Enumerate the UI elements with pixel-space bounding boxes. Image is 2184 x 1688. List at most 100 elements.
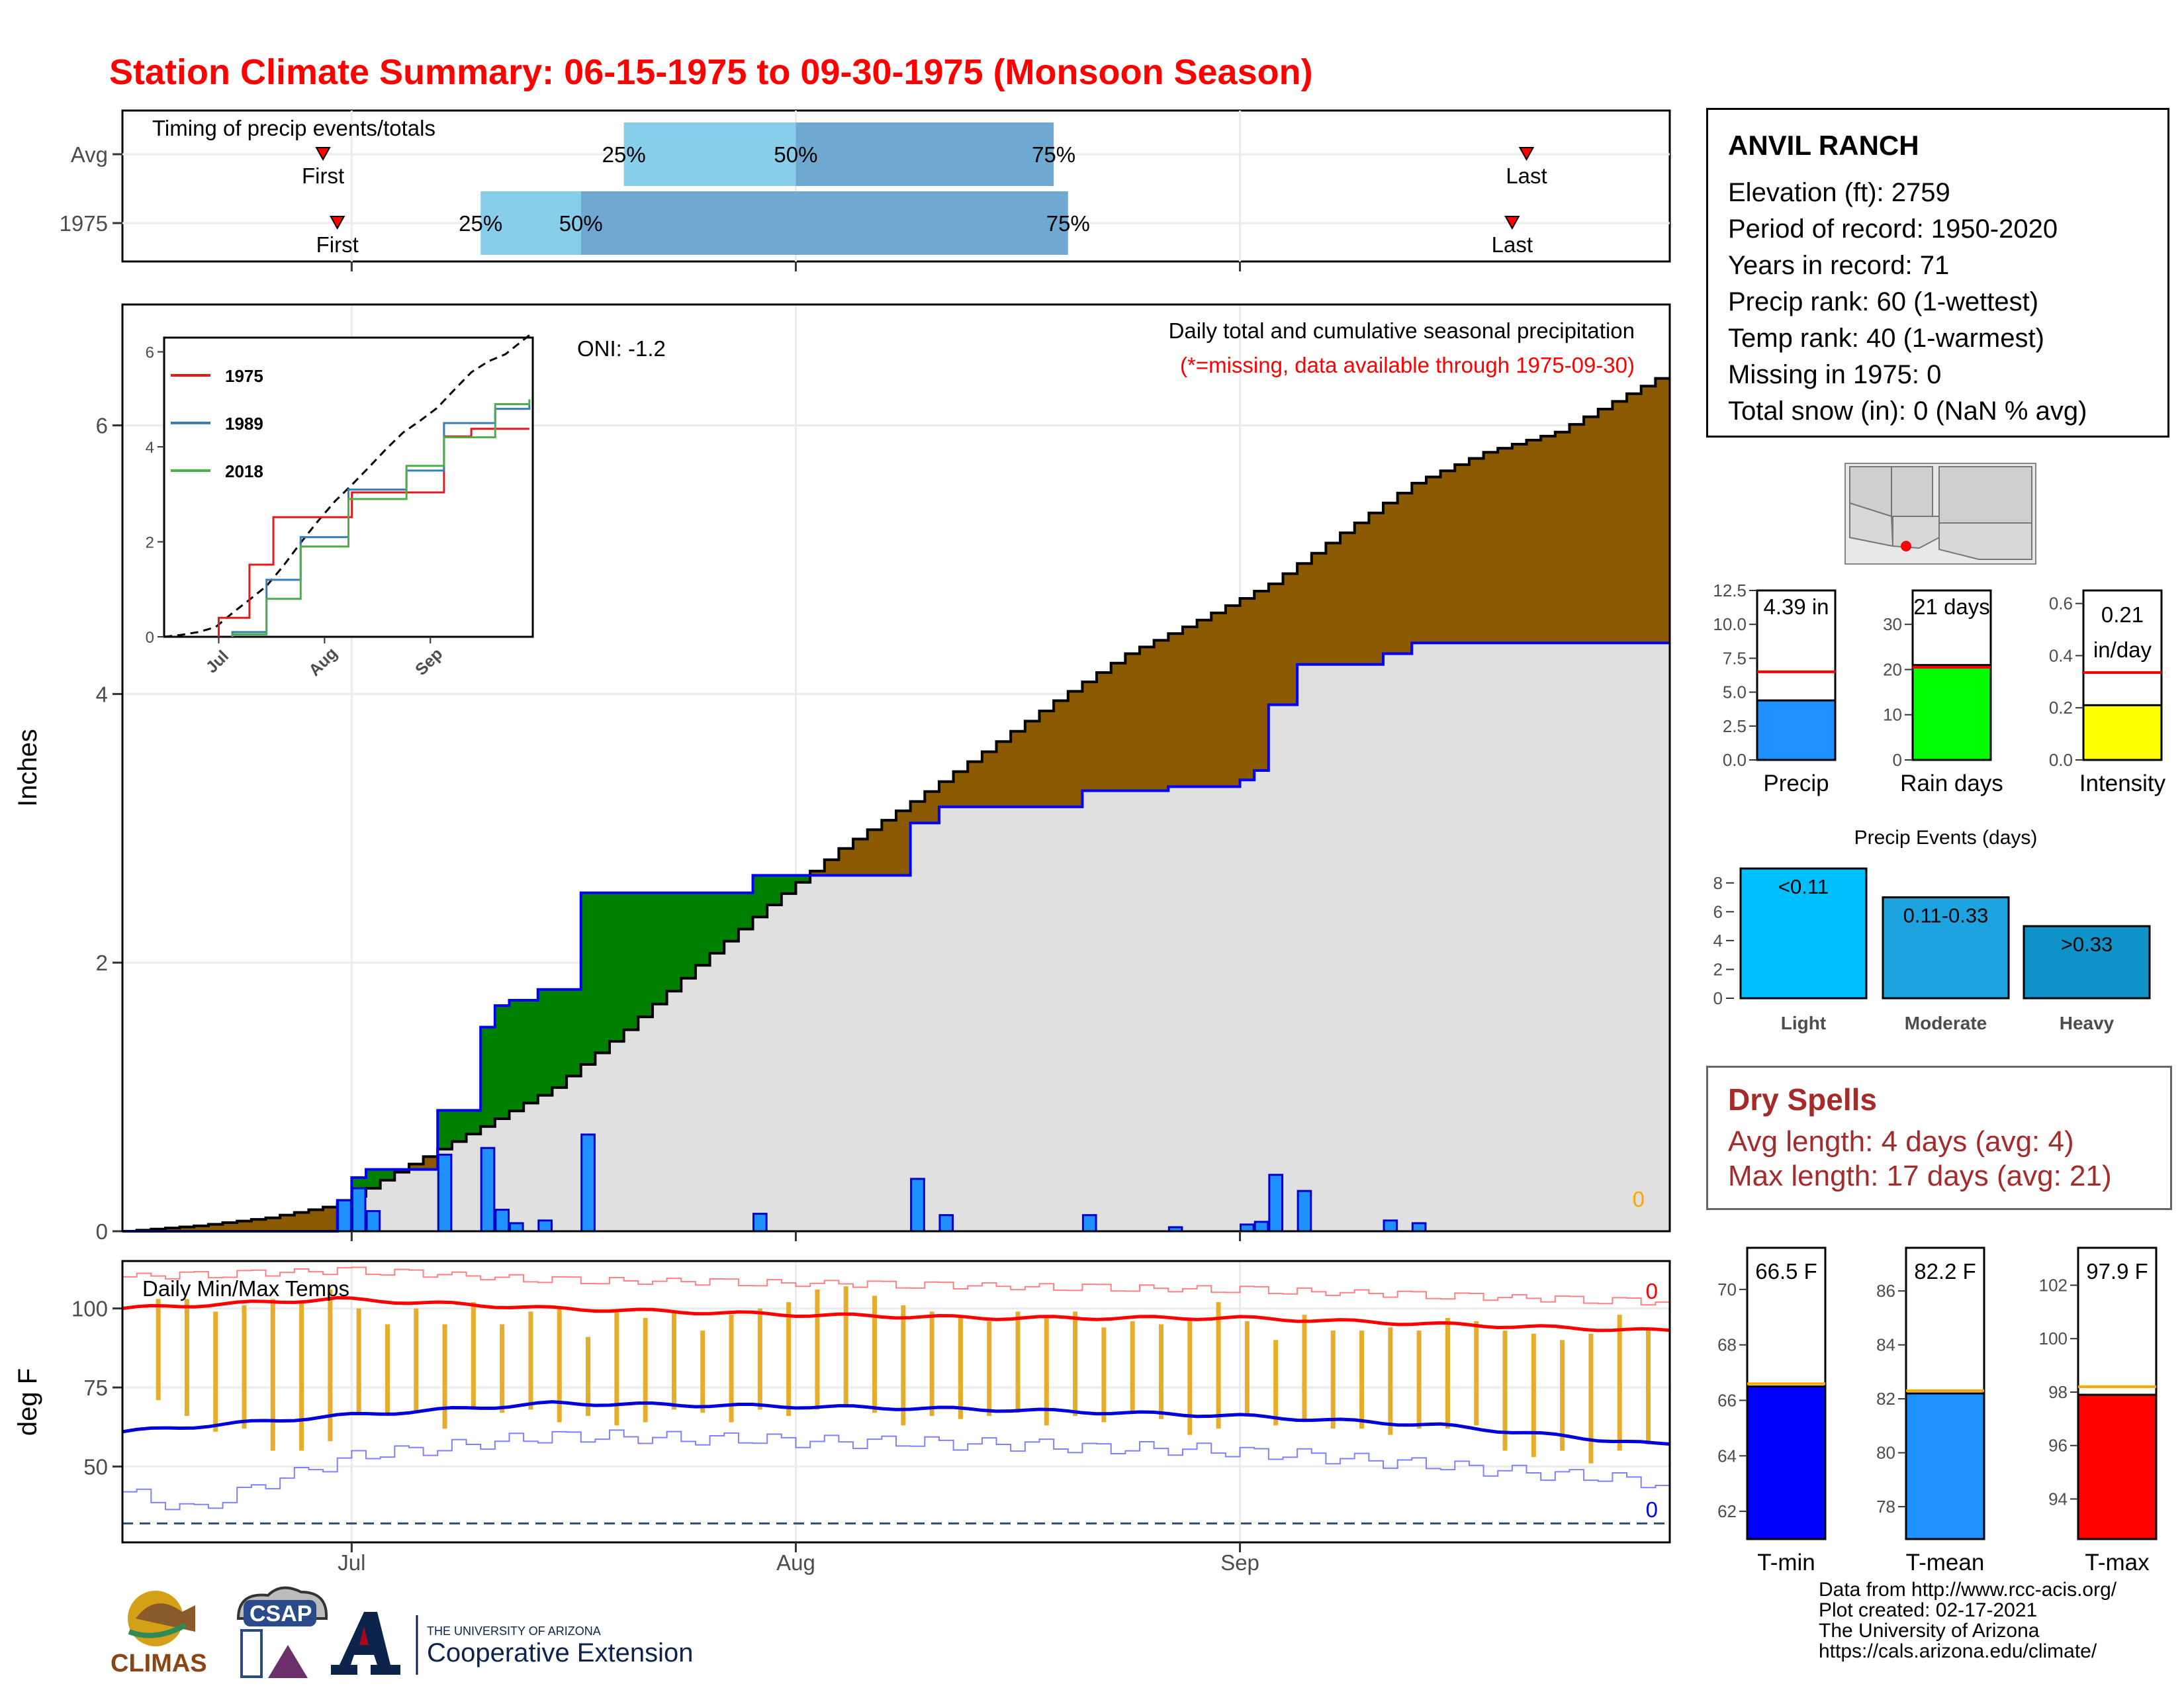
summary-bar-value: 21 days — [1913, 594, 1990, 619]
below-average-area — [1111, 663, 1126, 791]
temp-bar-tick-label: 94 — [2048, 1489, 2068, 1509]
station-temp-rank: Temp rank: 40 (1-warmest) — [1728, 324, 2044, 353]
summary-bar-tick-label: 0.6 — [2049, 594, 2073, 614]
footer-line: Data from http://www.rcc-acis.org/ — [1819, 1579, 2117, 1601]
timing-first-marker — [315, 147, 331, 162]
daily-precip-bar — [351, 1187, 367, 1233]
daily-temp-range-bar — [242, 1305, 247, 1429]
below-average-area — [1240, 598, 1255, 780]
daily-temp-range-bar — [299, 1302, 304, 1451]
temp-y-tick-label: 50 — [83, 1454, 108, 1479]
daily-temp-range-bar — [1044, 1317, 1049, 1426]
temp-missing-max: 0 — [1646, 1279, 1658, 1303]
daily-precip-bar — [752, 1213, 768, 1233]
summary-bar-tick-label: 0.0 — [2049, 750, 2073, 770]
daily-temp-range-bar — [1502, 1331, 1508, 1451]
summary-bar-tick-label: 0 — [1893, 750, 1902, 770]
below-average-area — [1426, 477, 1441, 643]
temp-bar-tick-label: 82 — [1876, 1389, 1895, 1409]
precip-y-tick-label: 0 — [96, 1219, 108, 1244]
daily-temp-range-bar — [1216, 1302, 1221, 1429]
below-average-area — [1655, 378, 1670, 643]
below-average-area — [981, 751, 997, 807]
below-average-area — [1283, 573, 1298, 705]
record-max-line — [122, 1266, 1670, 1306]
above-average-area — [695, 892, 711, 966]
temp-bar-tick-label: 68 — [1717, 1335, 1737, 1355]
daily-precip-bar — [509, 1222, 524, 1233]
temp-missing-min: 0 — [1646, 1497, 1658, 1522]
precip-events-title: Precip Events (days) — [1854, 827, 2038, 849]
summary-bar-value: 0.21 — [2101, 602, 2144, 627]
climas-text: CLIMAS — [111, 1650, 207, 1677]
daily-temp-range-bar — [1302, 1315, 1307, 1423]
above-average-area — [681, 892, 696, 978]
precip-event-bar-label: >0.33 — [2061, 933, 2113, 956]
footer-line: https://cals.arizona.edu/climate/ — [1819, 1640, 2097, 1662]
temp-y-tick-label: 100 — [71, 1297, 108, 1321]
daily-temp-range-bar — [987, 1321, 992, 1416]
daily-precip-bar — [494, 1209, 510, 1233]
daily-temp-range-bar — [843, 1286, 848, 1407]
precip-event-bar — [2023, 925, 2151, 1000]
temp-panel: 50 75 100 Daily Min/Max Temps deg F 0 0 — [13, 1260, 1671, 1544]
below-average-area — [1598, 408, 1614, 643]
summary-bar-rain-days — [1911, 664, 1992, 761]
above-average-area — [523, 1000, 539, 1103]
timing-panel-label: Timing of precip events/totals — [152, 116, 435, 140]
below-average-area — [237, 1221, 252, 1231]
above-average-area — [796, 875, 811, 882]
below-average-area — [1498, 448, 1513, 643]
below-average-area — [938, 781, 954, 807]
below-average-area — [1097, 672, 1112, 791]
temp-panel-label: Daily Min/Max Temps — [142, 1276, 349, 1301]
above-average-area — [752, 875, 768, 917]
below-average-area — [1369, 512, 1384, 665]
below-average-area — [1068, 691, 1083, 807]
below-average-area — [251, 1219, 267, 1231]
temp-bar-tick-label: 86 — [1876, 1281, 1895, 1301]
inset-y-tick-label: 2 — [146, 534, 154, 552]
below-average-area — [853, 839, 868, 876]
precip-heading: Daily total and cumulative seasonal prec… — [1169, 318, 1635, 343]
above-average-area — [451, 1110, 467, 1142]
dry-spells-avg: Avg length: 4 days (avg: 4) — [1728, 1125, 2074, 1158]
temp-bar-tick-label: 100 — [2039, 1329, 2068, 1348]
daily-temp-range-bar — [270, 1299, 275, 1451]
above-average-area — [437, 1110, 453, 1149]
daily-precip-bar — [337, 1199, 352, 1233]
temp-bar-tick-label: 98 — [2048, 1382, 2068, 1402]
below-average-area — [265, 1217, 281, 1231]
below-average-area — [1455, 464, 1470, 643]
daily-temp-range-bar — [958, 1317, 963, 1419]
above-average-area — [580, 892, 596, 1064]
daily-temp-range-bar — [786, 1302, 792, 1416]
daily-temp-range-bar — [1359, 1331, 1365, 1429]
below-average-area — [1483, 452, 1498, 643]
temp-bar-tick-label: 62 — [1717, 1501, 1737, 1521]
timing-row-label: 1975 — [60, 211, 108, 236]
above-average-area — [610, 892, 625, 1042]
daily-temp-range-bar — [1073, 1311, 1078, 1416]
precip-panel: 0 2 4 6 Inches ONI: -1.2 Daily total and cu… — [13, 303, 1671, 1244]
precip-missing-count: 0 — [1633, 1187, 1645, 1211]
daily-temp-range-bar — [700, 1331, 705, 1413]
timing-first-marker — [330, 216, 345, 230]
below-average-area — [1211, 612, 1226, 787]
oni-label: ONI: -1.2 — [577, 336, 666, 361]
daily-temp-range-bar — [586, 1336, 591, 1416]
below-average-area — [179, 1227, 195, 1231]
timing-panel: 25% 50% 75% First Last Avg 25% 50% 75% First Last 1… — [60, 109, 1671, 263]
below-average-area — [165, 1228, 181, 1231]
precip-event-tick-label: 6 — [1713, 902, 1723, 921]
timing-p75-label: 75% — [1046, 211, 1090, 236]
above-average-area — [767, 875, 782, 905]
timing-last-marker — [1518, 147, 1535, 162]
summary-bar-tick-label: 20 — [1883, 659, 1902, 679]
daily-precip-bar — [1383, 1219, 1398, 1233]
timing-bar-50-75 — [796, 122, 1054, 186]
daily-precip-bar — [580, 1133, 596, 1233]
daily-temp-range-bar — [1588, 1333, 1594, 1464]
station-info-box: ANVIL RANCH Elevation (ft): 2759 Period … — [1706, 108, 2169, 438]
timing-first-label: First — [316, 232, 359, 257]
